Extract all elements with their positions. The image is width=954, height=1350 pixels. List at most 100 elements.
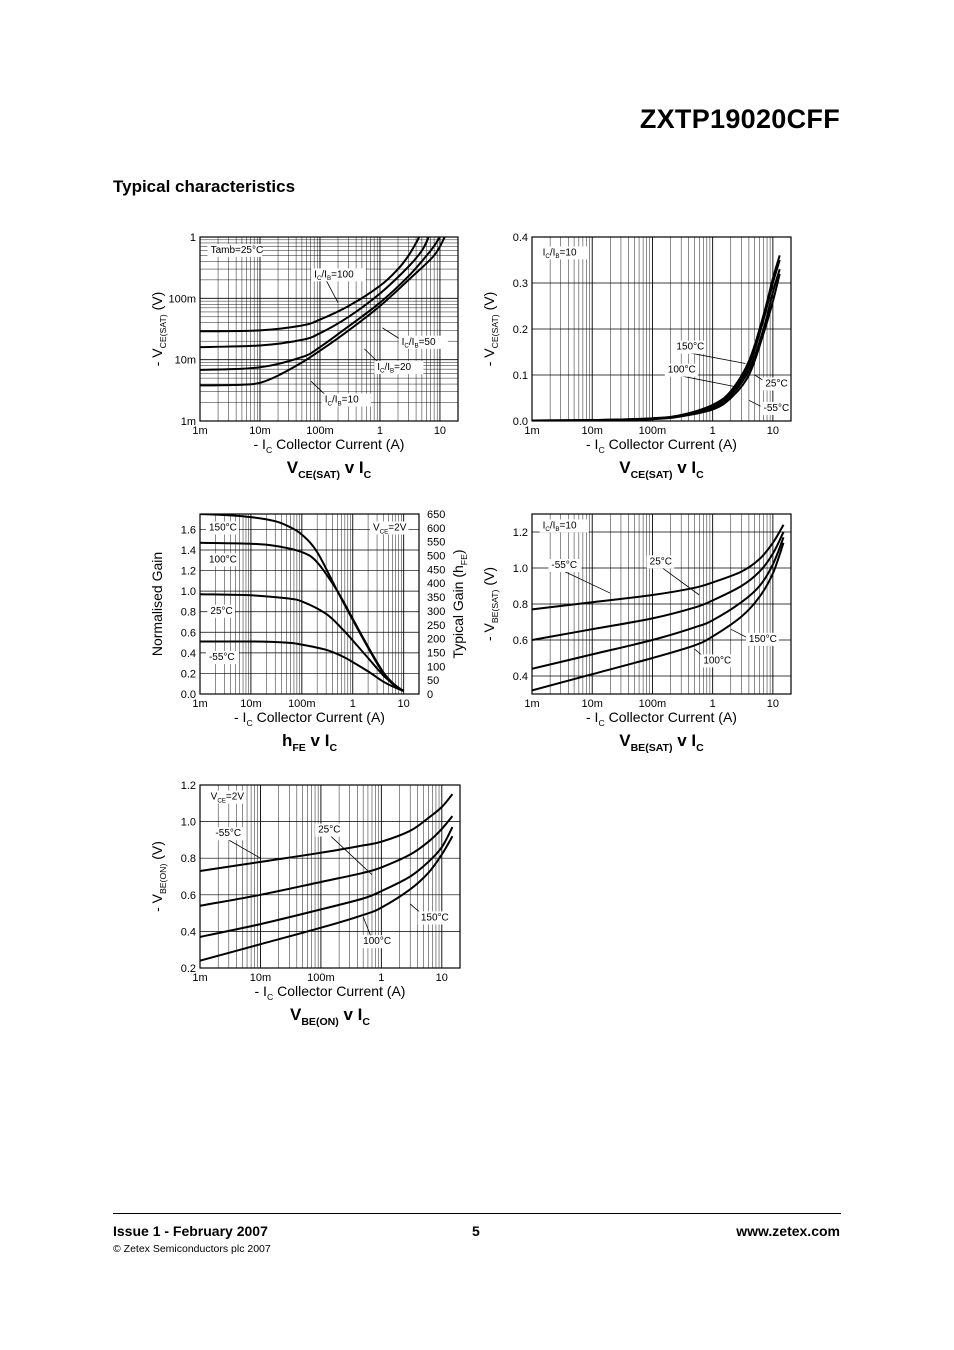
annotation-label: IC/IB=20 bbox=[377, 362, 411, 375]
chart-title: hFE v IC bbox=[282, 731, 337, 754]
annotation-leader bbox=[227, 838, 261, 859]
chart-title: VBE(ON) v IC bbox=[290, 1005, 370, 1028]
annotations: IC/IB=10 150°C 100°C 25°C -55°C bbox=[539, 246, 794, 415]
series-line-1 bbox=[532, 531, 785, 641]
annotation-label: 25°C bbox=[650, 556, 672, 567]
x-tick-label: 10m bbox=[582, 698, 603, 710]
x-tick-label: 10m bbox=[250, 972, 271, 984]
chart-title: VCE(SAT) v IC bbox=[287, 458, 372, 481]
series-line-2 bbox=[200, 593, 405, 692]
series-line-2 bbox=[200, 826, 454, 938]
series-line-0 bbox=[200, 237, 420, 333]
footer-copyright: © Zetex Semiconductors plc 2007 bbox=[113, 1243, 271, 1255]
y-tick-label: 1.2 bbox=[181, 780, 196, 792]
annotation-bg bbox=[360, 935, 394, 949]
y-tick-label: 1 bbox=[190, 232, 196, 244]
x-tick-label: 100m bbox=[306, 425, 334, 437]
y-tick-label: 0.0 bbox=[181, 689, 196, 701]
series-line-1 bbox=[200, 815, 454, 907]
y-tick-label: 0.8 bbox=[181, 607, 196, 619]
annotation-label: -55°C bbox=[215, 828, 241, 839]
y-tick-label: 0.4 bbox=[513, 671, 528, 683]
x-tick-label: 1 bbox=[350, 698, 356, 710]
annotation-bg bbox=[315, 823, 343, 837]
y-tick-label: 0.2 bbox=[181, 963, 196, 975]
annotations: 150°C VCE=2V 100°C 25°C -55°C bbox=[205, 521, 409, 665]
plot-frame bbox=[531, 513, 792, 695]
x-tick-label: 10m bbox=[582, 425, 603, 437]
x-tick-label: 1m bbox=[192, 425, 207, 437]
annotation-bg bbox=[646, 555, 675, 569]
annotation-leader bbox=[563, 570, 611, 594]
x-tick-label: 1m bbox=[524, 425, 539, 437]
x-tick-label: 10m bbox=[249, 425, 270, 437]
y-tick-label: 1.0 bbox=[181, 586, 196, 598]
x-axis-label: - IC Collector Current (A) bbox=[234, 709, 385, 728]
annotation-bg bbox=[321, 393, 371, 407]
y-tick-label: 0.1 bbox=[513, 370, 528, 382]
annotation-label: -55°C bbox=[209, 652, 235, 663]
annotation-leader bbox=[329, 835, 373, 875]
y-tick-label: 0.4 bbox=[181, 648, 196, 660]
annotation-bg bbox=[370, 521, 409, 535]
y-axis-label: - VCE(SAT) (V) bbox=[481, 292, 500, 367]
annotation-bg bbox=[205, 651, 239, 665]
annotation-bg bbox=[207, 604, 235, 618]
annotation-label: VCE=2V bbox=[373, 522, 407, 535]
y2-tick-label: 650 bbox=[427, 509, 445, 521]
footer-rule bbox=[113, 1213, 841, 1214]
y-tick-label: 0.3 bbox=[513, 278, 528, 290]
x-tick-label: 100m bbox=[639, 698, 667, 710]
y-tick-label: 1.0 bbox=[181, 817, 196, 829]
y2-tick-label: 0 bbox=[427, 689, 433, 701]
x-tick-label: 100m bbox=[639, 425, 667, 437]
annotation-bg bbox=[548, 559, 582, 572]
x-tick-label: 1 bbox=[710, 698, 716, 710]
plot-frame bbox=[531, 236, 792, 422]
annotation-leader bbox=[661, 567, 700, 596]
y-tick-label: 1m bbox=[181, 416, 196, 428]
annotation-bg bbox=[760, 401, 794, 415]
grid-vertical bbox=[217, 785, 443, 968]
grid-horizontal bbox=[200, 821, 460, 932]
chart-title: VCE(SAT) v IC bbox=[619, 458, 704, 481]
annotation-label: IC/IB=10 bbox=[325, 395, 359, 408]
y2-tick-label: 150 bbox=[427, 647, 445, 659]
series-group bbox=[532, 524, 785, 692]
annotation-label: VCE=2V bbox=[211, 792, 245, 805]
series-group bbox=[200, 514, 405, 692]
y2-tick-label: 200 bbox=[427, 634, 445, 646]
y-tick-label: 0.4 bbox=[181, 926, 196, 938]
footer-issue: Issue 1 - February 2007 bbox=[113, 1223, 268, 1239]
annotation-label: 25°C bbox=[318, 825, 340, 836]
part-number: ZXTP19020CFF bbox=[639, 104, 840, 134]
y-tick-label: 0.0 bbox=[513, 416, 528, 428]
y2-tick-label: 400 bbox=[427, 578, 445, 590]
annotation-label: -55°C bbox=[551, 560, 577, 571]
annotation-bg bbox=[417, 911, 451, 925]
y2-tick-label: 250 bbox=[427, 620, 445, 632]
annotations: IC/IB=10 -55°C 25°C 150°C 100°C bbox=[539, 519, 779, 668]
tick-labels: 1m 10m 100m 1 10 0.0 0.2 0.4 0.6 0.8 1.0 1.2 1.4 1.6 0… bbox=[181, 509, 446, 710]
series-line-0 bbox=[532, 524, 785, 611]
series-line-3 bbox=[200, 640, 405, 692]
plot-frame bbox=[199, 784, 461, 969]
annotation-bg bbox=[762, 377, 790, 391]
annotation-leader bbox=[688, 352, 746, 364]
annotation-label: 25°C bbox=[765, 379, 787, 390]
footer-website[interactable]: www.zetex.com bbox=[736, 1223, 840, 1239]
annotations: Tamb=25°C IC/IB=100 IC/IB=50 IC/IB=20 IC/IB=… bbox=[207, 243, 448, 408]
x-tick-label: 10 bbox=[434, 425, 446, 437]
annotation-label: 25°C bbox=[210, 606, 232, 617]
y-tick-label: 0.8 bbox=[181, 853, 196, 865]
tick-labels: 1m 10m 100m 1 10 1m 10m 100m 1 bbox=[168, 232, 446, 437]
x-tick-label: 10 bbox=[398, 698, 410, 710]
plot-frame bbox=[199, 236, 459, 422]
annotation-bg bbox=[398, 335, 448, 349]
series-line-1 bbox=[200, 541, 405, 692]
annotation-bg bbox=[205, 521, 239, 535]
series-line-2 bbox=[532, 537, 785, 670]
